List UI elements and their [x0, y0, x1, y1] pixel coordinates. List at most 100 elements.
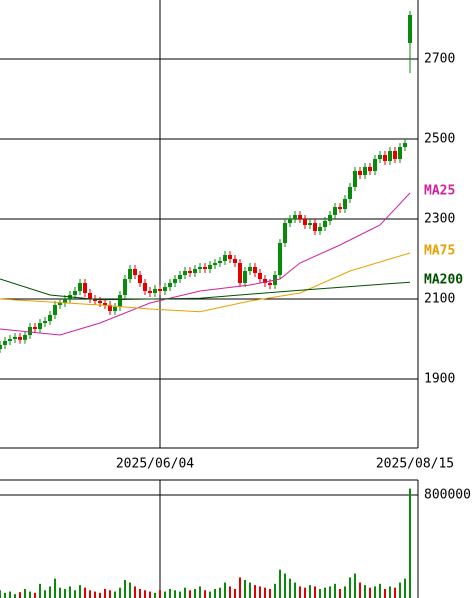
candle-body	[238, 263, 242, 283]
x-tick-label: 2025/08/15	[376, 457, 454, 472]
candle-body	[248, 267, 252, 271]
candle-body	[183, 271, 187, 275]
candle-body	[113, 307, 117, 311]
candle-body	[328, 215, 332, 221]
candle-body	[288, 219, 292, 223]
candle-body	[218, 261, 222, 263]
candle-body	[98, 301, 102, 303]
candle-body	[128, 269, 132, 279]
candle-body	[13, 337, 17, 339]
volume-bar	[49, 586, 51, 598]
volume-bar	[159, 590, 161, 598]
candle-body	[48, 315, 52, 321]
candle-body	[158, 289, 162, 291]
candle-body	[308, 223, 312, 225]
candle-body	[298, 215, 302, 219]
candle-body	[348, 187, 352, 199]
candle-body	[323, 221, 327, 227]
y-tick-label: 2100	[424, 292, 455, 307]
candle-body	[133, 269, 137, 275]
candle-body	[138, 275, 142, 283]
volume-bar	[139, 588, 141, 598]
candle-body	[378, 155, 382, 159]
candle-body	[53, 305, 57, 315]
volume-bar	[284, 573, 286, 598]
candle-body	[0, 345, 2, 349]
volume-bar	[384, 588, 386, 598]
candle-body	[313, 223, 317, 231]
volume-bar	[369, 587, 371, 598]
volume-bar	[114, 591, 116, 598]
volume-bar	[84, 587, 86, 598]
candle-body	[233, 259, 237, 263]
candle-body	[353, 171, 357, 187]
candle-body	[23, 335, 27, 340]
candle-body	[8, 339, 12, 341]
volume-bar	[199, 586, 201, 598]
volume-bar	[99, 592, 101, 598]
volume-bar	[374, 586, 376, 598]
volume-bar	[294, 582, 296, 598]
volume-bar	[24, 588, 26, 598]
candle-body	[153, 289, 157, 293]
candle-body	[393, 151, 397, 159]
volume-bar	[14, 594, 16, 598]
volume-bar	[129, 582, 131, 598]
candle-body	[198, 267, 202, 269]
volume-bar	[254, 585, 256, 598]
candle-body	[83, 283, 87, 293]
volume-bar	[19, 592, 21, 598]
volume-bar	[364, 585, 366, 598]
candle-body	[173, 279, 177, 283]
volume-bar	[354, 573, 356, 598]
candle-body	[338, 207, 342, 209]
candle-body	[163, 287, 167, 291]
volume-bar	[324, 587, 326, 598]
volume-bar	[179, 591, 181, 598]
candle-body	[33, 327, 37, 329]
candle-body	[358, 171, 362, 175]
candle-body	[318, 227, 322, 231]
volume-bar	[269, 588, 271, 598]
volume-bar	[264, 587, 266, 598]
volume-bar	[149, 591, 151, 598]
candle-body	[203, 267, 207, 269]
volume-bar	[104, 588, 106, 598]
volume-bar	[164, 591, 166, 598]
candle-body	[268, 283, 272, 285]
volume-bar	[29, 591, 31, 598]
volume-bar	[309, 585, 311, 598]
volume-bar	[249, 582, 251, 598]
volume-bar	[134, 586, 136, 598]
candle-body	[88, 293, 92, 299]
volume-bar	[399, 582, 401, 598]
candle-body	[208, 265, 212, 269]
volume-bar	[244, 579, 246, 598]
y-tick-label: 2700	[424, 52, 455, 67]
candle-body	[278, 243, 282, 275]
candle-body	[188, 271, 192, 273]
volume-bar	[334, 583, 336, 598]
candle-body	[408, 15, 412, 43]
candle-body	[43, 321, 47, 323]
candle-body	[403, 143, 407, 147]
candle-body	[343, 199, 347, 209]
y-tick-label: 1900	[424, 372, 455, 387]
volume-bar	[184, 587, 186, 598]
ma-line	[0, 278, 411, 301]
candle-body	[228, 255, 232, 259]
legend-label: MA25	[424, 184, 455, 199]
volume-bar	[279, 569, 281, 598]
ma-line	[0, 252, 411, 313]
candle-body	[368, 167, 372, 171]
volume-bar	[344, 586, 346, 598]
volume-bar	[239, 577, 241, 598]
volume-bar	[9, 591, 11, 598]
candle-body	[283, 223, 287, 243]
candle-body	[38, 323, 42, 329]
candle-body	[333, 207, 337, 215]
candle-body	[243, 271, 247, 283]
legend-label: MA200	[424, 273, 463, 288]
candle-body	[363, 167, 367, 175]
